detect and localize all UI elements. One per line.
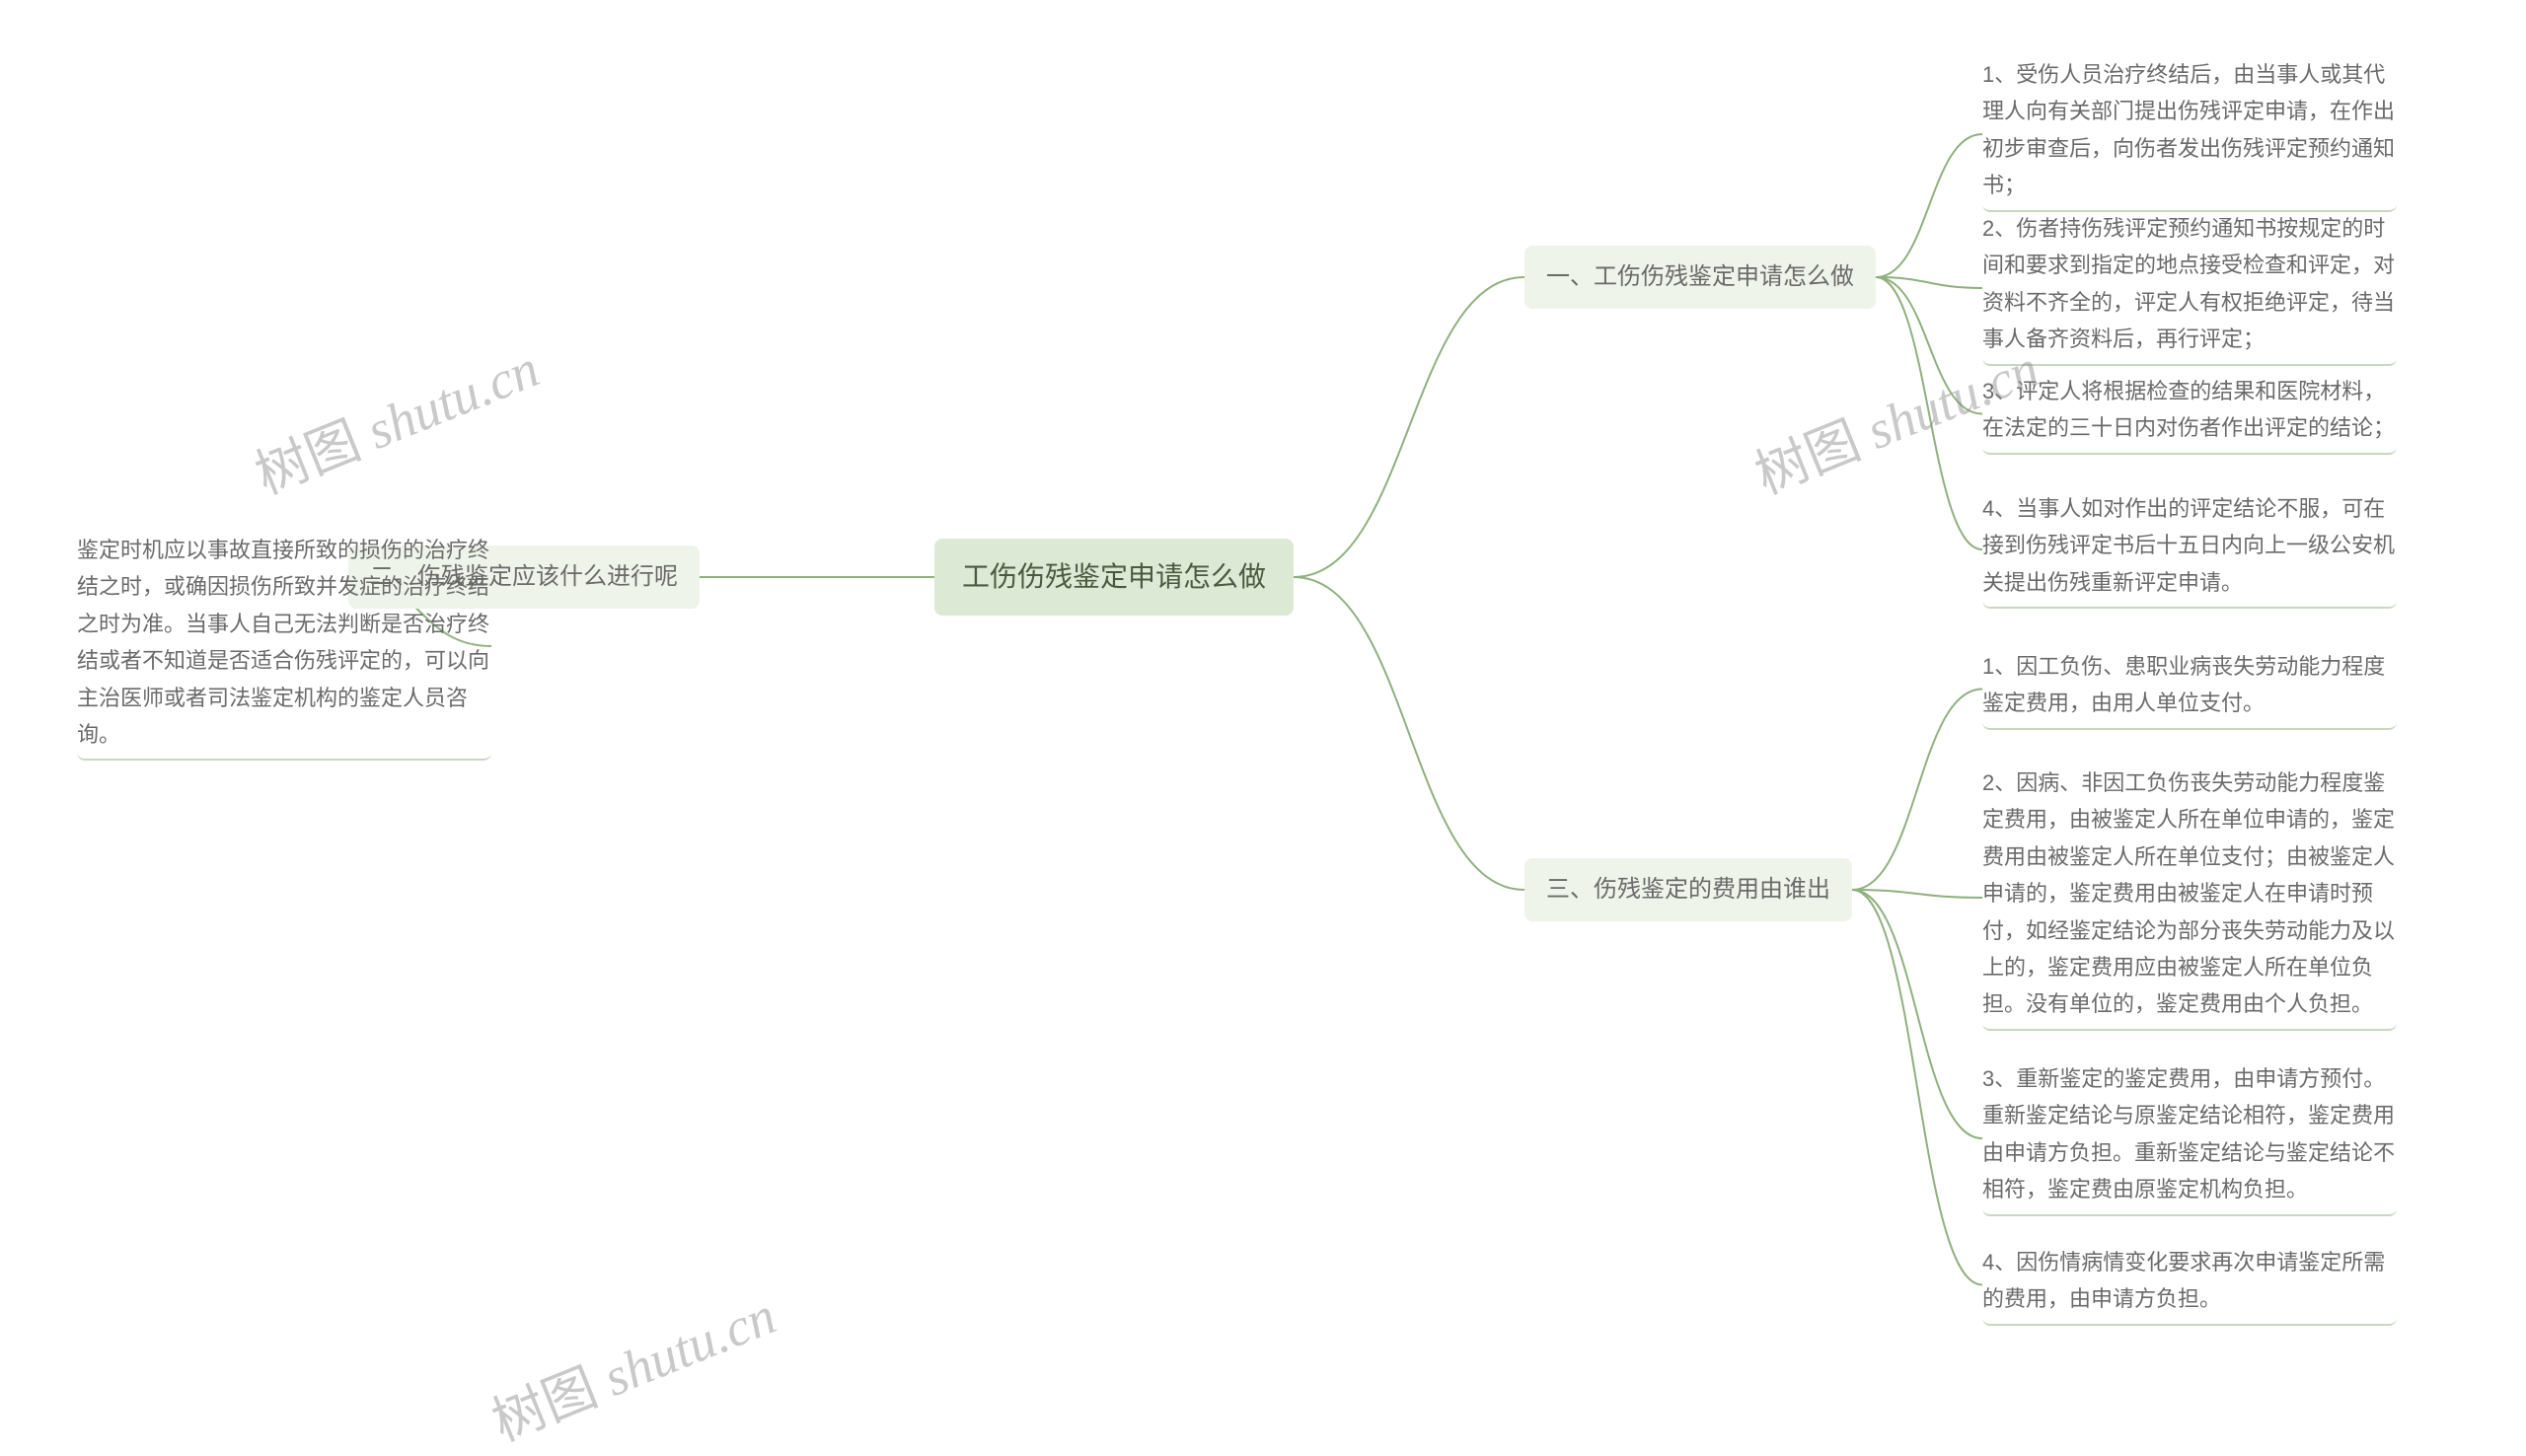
watermark: 树图 shutu.cn <box>242 325 549 509</box>
leaf-text: 3、重新鉴定的鉴定费用，由申请方预付。重新鉴定结论与原鉴定结论相符，鉴定费用由申… <box>1982 1060 2397 1214</box>
watermark: 树图 shutu.cn <box>479 1272 785 1456</box>
center-label: 工伤伤残鉴定申请怎么做 <box>962 561 1266 592</box>
branch-node-3: 三、伤残鉴定的费用由谁出 <box>1524 858 1852 921</box>
leaf-node: 3、重新鉴定的鉴定费用，由申请方预付。重新鉴定结论与原鉴定结论相符，鉴定费用由申… <box>1982 1060 2397 1216</box>
leaf-text: 鉴定时机应以事故直接所致的损伤的治疗终结之时，或确因损伤所致并发症的治疗终结之时… <box>77 532 491 759</box>
center-node: 工伤伤残鉴定申请怎么做 <box>934 539 1294 616</box>
leaf-text: 1、因工负伤、患职业病丧失劳动能力程度鉴定费用，由用人单位支付。 <box>1982 648 2397 728</box>
branch-3-label: 三、伤残鉴定的费用由谁出 <box>1546 876 1830 903</box>
leaf-node: 3、评定人将根据检查的结果和医院材料，在法定的三十日内对伤者作出评定的结论； <box>1982 373 2397 455</box>
leaf-text: 4、当事人如对作出的评定结论不服，可在接到伤残评定书后十五日内向上一级公安机关提… <box>1982 490 2397 607</box>
leaf-text: 2、因病、非因工负伤丧失劳动能力程度鉴定费用，由被鉴定人所在单位申请的，鉴定费用… <box>1982 764 2397 1029</box>
leaf-text: 1、受伤人员治疗终结后，由当事人或其代理人向有关部门提出伤残评定申请，在作出初步… <box>1982 56 2397 210</box>
branch-1-label: 一、工伤伤残鉴定申请怎么做 <box>1546 263 1854 290</box>
leaf-node: 鉴定时机应以事故直接所致的损伤的治疗终结之时，或确因损伤所致并发症的治疗终结之时… <box>77 532 491 761</box>
leaf-node: 4、因伤情病情变化要求再次申请鉴定所需的费用，由申请方负担。 <box>1982 1244 2397 1326</box>
branch-node-1: 一、工伤伤残鉴定申请怎么做 <box>1524 246 1876 309</box>
leaf-node: 1、受伤人员治疗终结后，由当事人或其代理人向有关部门提出伤残评定申请，在作出初步… <box>1982 56 2397 212</box>
leaf-text: 2、伤者持伤残评定预约通知书按规定的时间和要求到指定的地点接受检查和评定，对资料… <box>1982 210 2397 364</box>
leaf-text: 4、因伤情病情变化要求再次申请鉴定所需的费用，由申请方负担。 <box>1982 1244 2397 1324</box>
leaf-text: 3、评定人将根据检查的结果和医院材料，在法定的三十日内对伤者作出评定的结论； <box>1982 373 2397 453</box>
leaf-node: 1、因工负伤、患职业病丧失劳动能力程度鉴定费用，由用人单位支付。 <box>1982 648 2397 730</box>
leaf-node: 4、当事人如对作出的评定结论不服，可在接到伤残评定书后十五日内向上一级公安机关提… <box>1982 490 2397 609</box>
leaf-node: 2、因病、非因工负伤丧失劳动能力程度鉴定费用，由被鉴定人所在单位申请的，鉴定费用… <box>1982 764 2397 1031</box>
leaf-node: 2、伤者持伤残评定预约通知书按规定的时间和要求到指定的地点接受检查和评定，对资料… <box>1982 210 2397 366</box>
